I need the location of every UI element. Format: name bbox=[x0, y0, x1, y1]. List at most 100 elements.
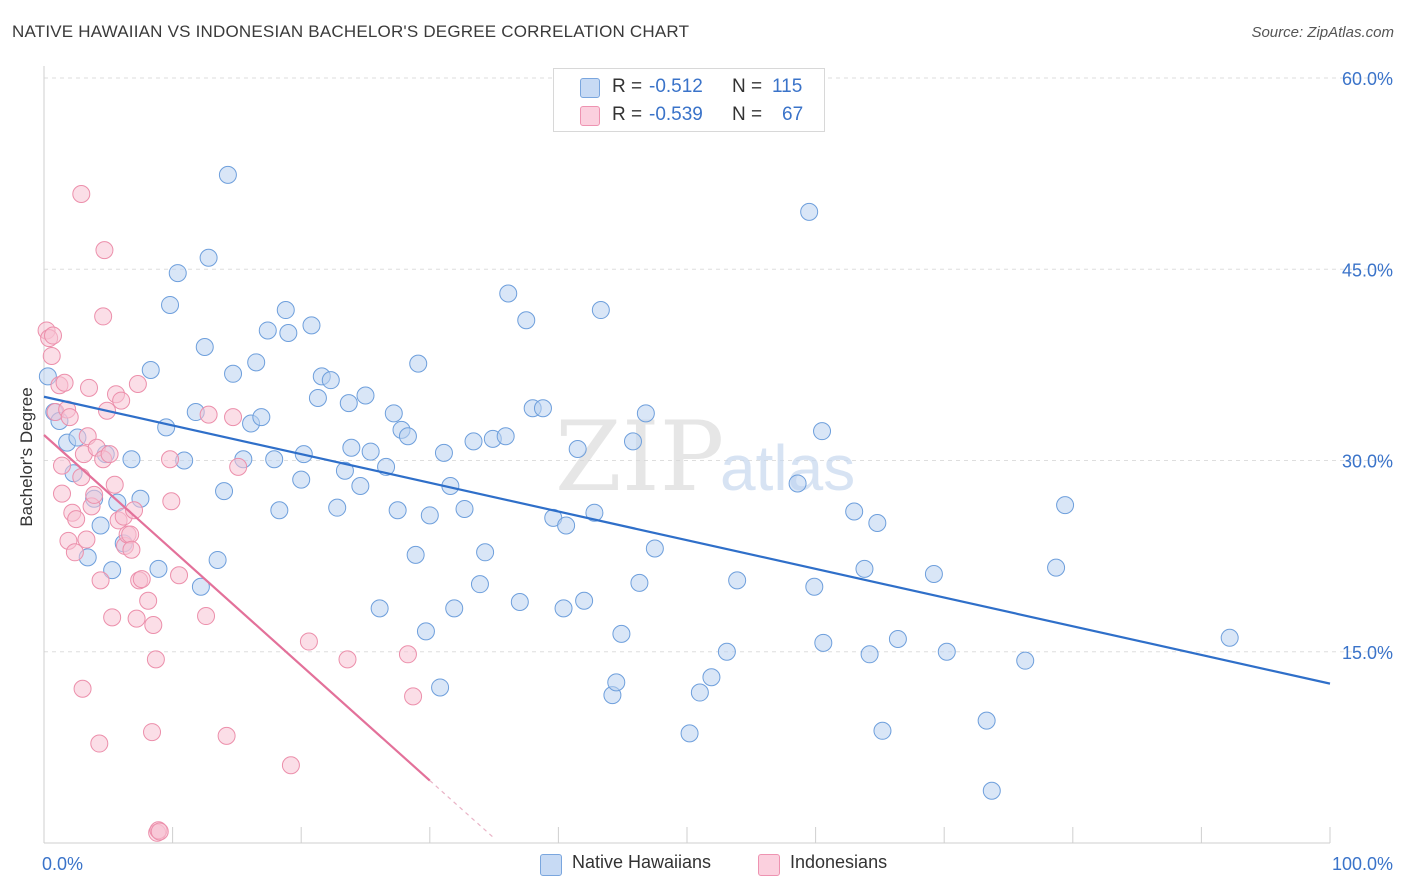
point-native-hawaiian bbox=[717, 642, 736, 661]
point-indonesian bbox=[53, 456, 72, 475]
point-native-hawaiian bbox=[977, 711, 996, 730]
point-indonesian bbox=[398, 645, 417, 664]
point-indonesian bbox=[127, 609, 146, 628]
point-indonesian bbox=[170, 566, 189, 585]
point-indonesian bbox=[146, 650, 165, 669]
point-native-hawaiian bbox=[557, 516, 576, 535]
point-native-hawaiian bbox=[690, 683, 709, 702]
point-native-hawaiian bbox=[141, 360, 160, 379]
x-tick-label: 0.0% bbox=[42, 854, 83, 874]
point-native-hawaiian bbox=[1220, 628, 1239, 647]
point-indonesian bbox=[91, 571, 110, 590]
point-native-hawaiian bbox=[517, 311, 536, 330]
point-native-hawaiian bbox=[585, 503, 604, 522]
point-native-hawaiian bbox=[191, 577, 210, 596]
point-native-hawaiian bbox=[335, 461, 354, 480]
point-indonesian bbox=[80, 378, 99, 397]
point-native-hawaiian bbox=[302, 316, 321, 335]
point-indonesian bbox=[72, 185, 91, 204]
point-native-hawaiian bbox=[215, 482, 234, 501]
point-native-hawaiian bbox=[607, 673, 626, 692]
point-native-hawaiian bbox=[510, 593, 529, 612]
point-indonesian bbox=[60, 408, 79, 427]
point-native-hawaiian bbox=[370, 599, 389, 618]
point-native-hawaiian bbox=[416, 622, 435, 641]
point-native-hawaiian bbox=[888, 630, 907, 648]
point-indonesian bbox=[94, 307, 113, 326]
stats-legend-row-indonesians: R = -0.539 N = 67 bbox=[554, 100, 824, 128]
y-axis-label: Bachelor's Degree bbox=[17, 387, 36, 526]
point-indonesian bbox=[53, 484, 72, 503]
point-native-hawaiian bbox=[431, 678, 450, 697]
point-native-hawaiian bbox=[612, 624, 631, 643]
point-indonesian bbox=[404, 687, 423, 706]
point-native-hawaiian bbox=[328, 498, 347, 517]
legend-label: Indonesians bbox=[790, 852, 888, 872]
point-indonesian bbox=[199, 405, 218, 424]
point-indonesian bbox=[122, 540, 141, 559]
point-native-hawaiian bbox=[630, 573, 649, 592]
point-native-hawaiian bbox=[645, 539, 664, 558]
point-native-hawaiian bbox=[247, 353, 266, 372]
point-indonesian bbox=[281, 756, 300, 775]
point-native-hawaiian bbox=[208, 550, 227, 569]
n-label: N = bbox=[732, 104, 763, 125]
point-indonesian bbox=[299, 632, 318, 651]
point-indonesian bbox=[125, 501, 144, 520]
point-indonesian bbox=[143, 723, 162, 742]
r-value: -0.512 bbox=[649, 76, 703, 97]
y-tick-label: 15.0% bbox=[1342, 643, 1393, 663]
point-native-hawaiian bbox=[1016, 651, 1035, 670]
point-indonesian bbox=[121, 525, 140, 544]
point-indonesian bbox=[144, 615, 163, 634]
trend-line-indonesians bbox=[43, 434, 431, 782]
point-native-hawaiian bbox=[356, 386, 375, 405]
y-tick-label: 30.0% bbox=[1342, 452, 1393, 472]
point-indonesian bbox=[162, 492, 181, 511]
point-native-hawaiian bbox=[805, 577, 824, 596]
point-native-hawaiian bbox=[388, 501, 407, 520]
point-native-hawaiian bbox=[361, 442, 380, 461]
point-native-hawaiian bbox=[445, 599, 464, 618]
legend-label: Native Hawaiians bbox=[572, 852, 712, 872]
point-native-hawaiian bbox=[270, 501, 289, 520]
trend-line-native-hawaiians bbox=[43, 395, 1331, 685]
point-indonesian bbox=[72, 468, 91, 487]
y-tick-label: 60.0% bbox=[1342, 69, 1393, 89]
point-native-hawaiian bbox=[476, 543, 495, 562]
point-native-hawaiian bbox=[533, 399, 552, 418]
point-native-hawaiian bbox=[1047, 558, 1066, 577]
source-label: Source: ZipAtlas.com bbox=[1251, 24, 1394, 41]
n-value: 67 bbox=[782, 104, 804, 125]
point-indonesian bbox=[90, 734, 109, 753]
point-native-hawaiian bbox=[91, 516, 110, 535]
point-indonesian bbox=[95, 241, 114, 260]
point-native-hawaiian bbox=[195, 338, 214, 357]
point-native-hawaiian bbox=[499, 284, 518, 303]
point-indonesian bbox=[139, 591, 158, 610]
point-native-hawaiian bbox=[455, 499, 474, 518]
point-native-hawaiian bbox=[873, 721, 892, 740]
legend-swatch-pink bbox=[580, 106, 600, 126]
point-indonesian bbox=[42, 346, 61, 365]
point-native-hawaiian bbox=[788, 474, 807, 493]
point-native-hawaiian bbox=[464, 432, 483, 451]
point-native-hawaiian bbox=[924, 564, 943, 583]
point-native-hawaiian bbox=[496, 427, 515, 446]
n-value: 115 bbox=[772, 76, 803, 97]
point-native-hawaiian bbox=[814, 633, 833, 652]
legend-swatch-blue bbox=[540, 854, 562, 876]
point-native-hawaiian bbox=[636, 404, 655, 423]
point-native-hawaiian bbox=[384, 404, 403, 423]
grid-lines bbox=[44, 77, 1392, 653]
point-native-hawaiian bbox=[470, 575, 489, 594]
point-native-hawaiian bbox=[149, 559, 168, 578]
trend-lines bbox=[43, 395, 1331, 839]
chart-title: NATIVE HAWAIIAN VS INDONESIAN BACHELOR'S… bbox=[12, 22, 690, 41]
point-indonesian bbox=[77, 530, 96, 549]
point-indonesian bbox=[128, 375, 147, 393]
n-label: N = bbox=[732, 76, 763, 97]
point-native-hawaiian bbox=[568, 440, 587, 459]
point-native-hawaiian bbox=[591, 301, 610, 320]
